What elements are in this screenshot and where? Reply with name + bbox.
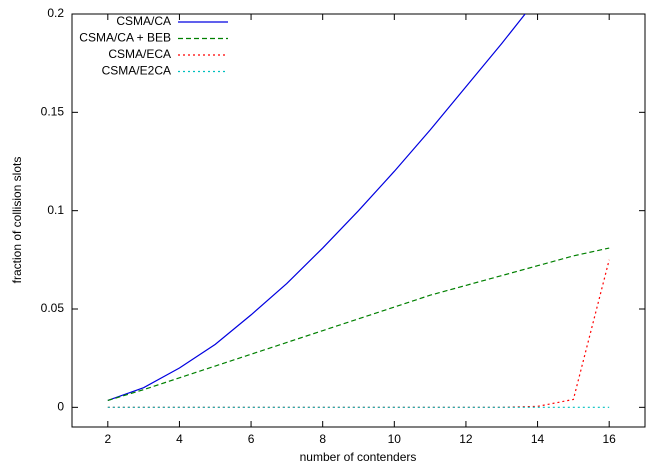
y-tick-label: 0 [57,400,64,414]
legend-label: CSMA/CA [116,14,171,28]
y-axis-label: fraction of collision slots [10,157,24,284]
x-tick-label: 14 [531,432,545,446]
plot-frame [71,13,646,428]
series-line [107,259,610,408]
x-tick-label: 6 [248,432,255,446]
x-tick-label: 4 [176,432,183,446]
x-tick-label: 2 [104,432,111,446]
series-line [107,14,526,402]
plot-area [107,14,610,408]
x-tick-label: 10 [388,432,402,446]
legend-label: CSMA/CA + BEB [79,31,171,45]
y-tick-label: 0.2 [47,6,64,20]
series-line [107,247,610,402]
y-tick-label: 0.1 [47,203,64,217]
x-tick-label: 16 [603,432,617,446]
legend-label: CSMA/ECA [108,47,171,61]
y-tick-label: 0.15 [41,105,65,119]
x-axis-label: number of contenders [300,450,417,464]
x-tick-label: 12 [459,432,473,446]
y-tick-label: 0.05 [41,301,65,315]
legend-label: CSMA/E2CA [102,64,171,78]
x-tick-label: 8 [319,432,326,446]
